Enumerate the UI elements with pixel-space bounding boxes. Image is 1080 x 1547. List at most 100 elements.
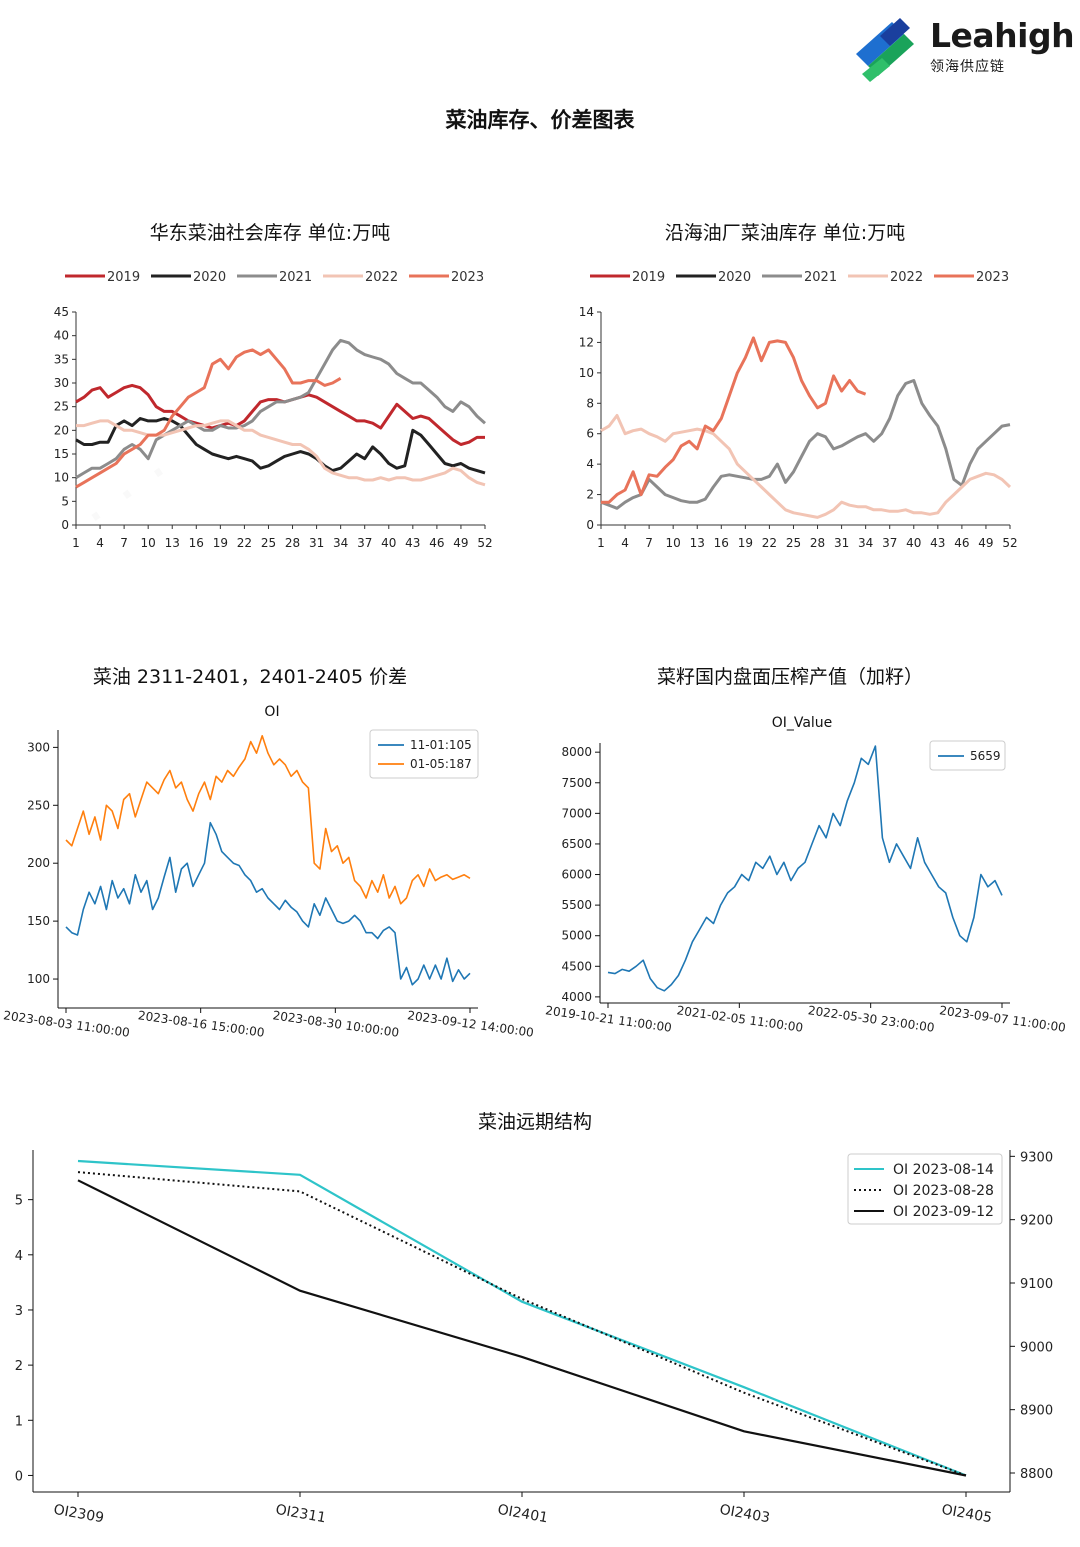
brand-logo: Leahigh 领海供应链 bbox=[852, 14, 1075, 84]
series-line-01-05:187 bbox=[65, 735, 471, 905]
series-line-2023 bbox=[75, 348, 342, 489]
y-tick-label: 150 bbox=[27, 914, 50, 928]
legend-label-5659: 5659 bbox=[970, 749, 1001, 763]
x-tick-label: OI2309 bbox=[52, 1502, 105, 1527]
x-tick-label: 16 bbox=[189, 536, 204, 550]
chart-crush: 4000 4500 5000 5500 6000 6500 7000 7500 8000 2019… bbox=[544, 740, 1067, 1035]
right-y-tick-label: 9100 bbox=[1020, 1277, 1053, 1292]
legend-box bbox=[929, 740, 1006, 771]
page-title: 菜油库存、价差图表 bbox=[445, 108, 635, 132]
y-tick-label: 30 bbox=[54, 376, 69, 390]
left-y-tick-label: 1 bbox=[15, 1414, 23, 1429]
legend-label-11-01:105: 11-01:105 bbox=[410, 738, 472, 752]
x-tick-label: 28 bbox=[285, 536, 300, 550]
leahigh-logo-icon bbox=[856, 18, 914, 82]
x-tick-label: 43 bbox=[405, 536, 420, 550]
x-tick-label: 2023-09-07 11:00:00 bbox=[938, 1003, 1066, 1035]
y-tick-label: 12 bbox=[579, 335, 594, 349]
x-tick-label: 40 bbox=[381, 536, 396, 550]
x-tick-label: 1 bbox=[72, 536, 80, 550]
y-tick-label: 250 bbox=[27, 798, 50, 812]
y-tick-label: 0 bbox=[61, 518, 69, 532]
x-tick-label: 49 bbox=[978, 536, 993, 550]
x-tick-label: 46 bbox=[954, 536, 969, 550]
x-tick-label: 13 bbox=[165, 536, 180, 550]
x-tick-label: 37 bbox=[357, 536, 372, 550]
x-tick-label: 28 bbox=[810, 536, 825, 550]
y-tick-label: 15 bbox=[54, 447, 69, 461]
x-tick-label: 4 bbox=[621, 536, 629, 550]
legend-label-2022: 2022 bbox=[365, 270, 398, 285]
legend-label-2020: 2020 bbox=[718, 270, 751, 285]
y-tick-label: 4 bbox=[586, 457, 594, 471]
series-line-2023 bbox=[601, 336, 867, 504]
legend-box bbox=[847, 1153, 1003, 1225]
left-y-tick-label: 5 bbox=[15, 1194, 23, 1209]
legend-label-2023: 2023 bbox=[451, 270, 484, 285]
x-tick-label: 40 bbox=[906, 536, 921, 550]
legend-label-2021: 2021 bbox=[804, 270, 837, 285]
series-line-11-01:105 bbox=[65, 821, 471, 986]
y-tick-label: 100 bbox=[27, 972, 50, 986]
y-tick-label: 14 bbox=[579, 305, 594, 319]
y-tick-label: 10 bbox=[54, 471, 69, 485]
series-line-2020 bbox=[75, 417, 486, 475]
right-y-tick-label: 8900 bbox=[1020, 1404, 1053, 1419]
x-tick-label: 46 bbox=[429, 536, 444, 550]
x-tick-label: 49 bbox=[453, 536, 468, 550]
x-tick-label: 37 bbox=[882, 536, 897, 550]
x-tick-label: 31 bbox=[834, 536, 849, 550]
left-y-tick-label: 3 bbox=[15, 1304, 23, 1319]
y-tick-label: 7000 bbox=[561, 806, 592, 820]
series-line-2021 bbox=[75, 338, 486, 479]
x-tick-label: OI2311 bbox=[274, 1502, 327, 1527]
chart-east-stock: 2019 2020 2021 2022 2023 0 5 10 15 20 25 30 35 40 45 1 4… bbox=[54, 270, 493, 550]
chart-forward: 0 1 2 3 4 5 8800 8900 9000 9100 9200 9300 OI2309 OI23… bbox=[15, 1150, 1053, 1527]
y-tick-label: 6 bbox=[586, 427, 594, 441]
left-y-tick-label: 2 bbox=[15, 1359, 23, 1374]
x-tick-label: OI2401 bbox=[496, 1502, 549, 1527]
x-tick-label: OI2405 bbox=[940, 1502, 993, 1527]
legend-box bbox=[369, 729, 479, 779]
x-tick-label: 2023-08-30 10:00:00 bbox=[272, 1008, 400, 1040]
right-y-tick-label: 8800 bbox=[1020, 1467, 1053, 1482]
x-tick-label: 19 bbox=[213, 536, 228, 550]
y-tick-label: 45 bbox=[54, 305, 69, 319]
legend-label-2021: 2021 bbox=[279, 270, 312, 285]
x-tick-label: 2019-10-21 11:00:00 bbox=[544, 1003, 672, 1035]
chart-crush-title: OI_Value bbox=[771, 715, 833, 731]
y-tick-label: 200 bbox=[27, 856, 50, 870]
y-tick-label: 5500 bbox=[561, 898, 592, 912]
x-tick-label: 34 bbox=[858, 536, 873, 550]
y-tick-label: 300 bbox=[27, 740, 50, 754]
right-y-tick-label: 9000 bbox=[1020, 1340, 1053, 1355]
y-tick-label: 6000 bbox=[561, 868, 592, 882]
y-tick-label: 0 bbox=[586, 518, 594, 532]
x-tick-label: OI2403 bbox=[718, 1502, 771, 1527]
x-tick-label: 34 bbox=[333, 536, 348, 550]
chart-forward-title: 菜油远期结构 bbox=[477, 1111, 592, 1133]
x-tick-label: 2022-05-30 23:00:00 bbox=[807, 1003, 935, 1035]
series-line-5659 bbox=[607, 745, 1003, 992]
x-tick-label: 7 bbox=[645, 536, 653, 550]
x-tick-label: 22 bbox=[237, 536, 252, 550]
y-tick-label: 2 bbox=[586, 488, 594, 502]
left-y-tick-label: 4 bbox=[15, 1249, 23, 1264]
x-tick-label: 19 bbox=[738, 536, 753, 550]
y-tick-label: 25 bbox=[54, 400, 69, 414]
x-tick-label: 31 bbox=[309, 536, 324, 550]
legend-label-2019: 2019 bbox=[632, 270, 665, 285]
series-line-2022 bbox=[76, 419, 486, 487]
y-tick-label: 40 bbox=[54, 329, 69, 343]
legend-label-2019: 2019 bbox=[107, 270, 140, 285]
x-tick-label: 25 bbox=[786, 536, 801, 550]
legend-label-2020: 2020 bbox=[193, 270, 226, 285]
legend-label-2023: 2023 bbox=[976, 270, 1009, 285]
series-line-OI 2023-08-28 bbox=[77, 1171, 967, 1477]
chart-crush-section-title: 菜籽国内盘面压榨产值（加籽） bbox=[656, 666, 923, 688]
y-tick-label: 10 bbox=[579, 366, 594, 380]
y-tick-label: 7500 bbox=[561, 776, 592, 790]
chart-spread-section-title: 菜油 2311-2401，2401-2405 价差 bbox=[92, 666, 408, 688]
x-tick-label: 2023-09-12 14:00:00 bbox=[406, 1008, 534, 1040]
